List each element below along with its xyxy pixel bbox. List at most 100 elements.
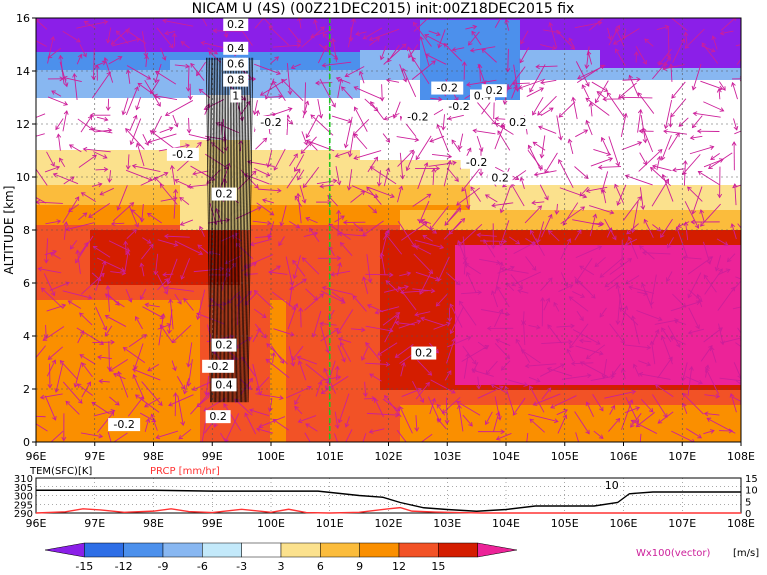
wind-vector [592,394,604,411]
contour-label: -0.2 [443,100,475,114]
wind-vector-head [614,183,619,189]
wind-vector [142,237,152,244]
surface-x-tick-label: 100E [257,517,285,530]
wind-vector [95,168,108,171]
wind-vector-head [662,66,667,71]
wind-vector [131,209,143,220]
wind-vector [712,35,718,50]
wind-vector [104,57,114,83]
wind-vector-head [611,370,617,376]
wind-vector-head [709,145,715,150]
wind-vector [674,319,686,325]
wind-vector [630,413,642,428]
wind-vector [685,32,688,45]
wind-vector-head [173,242,179,247]
wind-vector-head [320,26,325,31]
wind-vector [637,92,655,114]
wind-vector [380,45,387,60]
wind-vector-head [105,284,111,290]
wind-vector-head [409,149,415,155]
wind-vector-head [646,361,652,367]
wind-vector [613,28,640,45]
wind-vector-head [168,126,174,132]
x-tick-label: 106E [610,450,638,463]
wind-vector [36,40,47,47]
y-tick-label: 8 [23,224,30,237]
wind-vector [112,202,134,222]
wind-vector [708,152,733,169]
wind-vector-head [105,38,111,44]
wind-vector [387,44,400,63]
wind-vector-head [394,320,400,326]
contour-label: -0.2 [460,155,493,169]
wind-vector [544,152,558,174]
wind-vector-head [482,344,488,350]
wind-vector [305,217,318,224]
wind-vector [520,30,529,44]
wind-vector-head [477,63,483,69]
wind-vector [496,286,510,308]
wind-vector [190,392,210,415]
wind-vector-head [344,72,350,78]
wind-vector [168,394,194,406]
wind-vector-head [431,397,437,403]
wind-vector [637,291,648,295]
wind-vector-head [504,385,509,391]
wind-vector-head [108,367,114,372]
contour-label-text: -0.2 [113,418,134,431]
wind-vector-head [697,170,703,176]
wind-vector-head [69,244,75,250]
contour-label-text: 1 [232,90,239,103]
wind-vector-head [443,42,449,48]
wind-vector-head [448,230,454,235]
wind-vector [701,42,719,64]
wind-vector [446,336,471,348]
wind-vector [270,56,279,65]
wind-vector [508,379,528,386]
wind-vector [530,230,545,256]
y-tick-label: 12 [16,118,30,131]
wind-vector-head [500,429,506,435]
wind-vector-head [103,19,109,25]
wind-vector [65,401,80,415]
wind-vector-head [110,40,116,45]
wind-vector [384,395,402,418]
contour-label: 0.4 [223,41,249,55]
y-tick-label: 16 [16,12,30,25]
wind-vector [273,328,294,336]
wind-vector-head [330,271,335,277]
contour-label-bg [223,57,249,71]
wind-vector [568,139,574,155]
wind-vector [117,371,129,398]
wind-vector [575,432,580,442]
contour-line [246,57,252,403]
wind-vector [286,168,301,189]
wind-vector-head [50,291,56,297]
wind-vector-head [301,257,307,262]
wind-vector-head [632,363,638,369]
wind-vector-head [672,167,677,173]
wind-vector [412,288,435,292]
wind-vector-head [132,368,137,373]
wind-vector-head [596,91,602,96]
wind-vector-head [539,153,545,159]
wind-vector-head [668,356,673,362]
wind-vector-head [623,305,629,311]
wind-vector-head [602,96,607,102]
wind-vector-head [606,92,612,97]
wind-vector-head [134,222,139,228]
wind-vector [174,64,189,67]
wind-vector-head [478,147,484,153]
wind-vector [158,313,164,346]
wind-vector [99,380,110,383]
wind-vector [45,220,61,225]
contour-label: -0.2 [202,359,235,373]
wind-vector-head [320,389,326,394]
surface-left-tick: 300 [14,492,33,503]
wind-vector [62,110,68,132]
wind-vector [422,235,433,242]
wind-vector [477,234,497,237]
wind-vector-head [332,178,338,184]
wind-vector [589,214,597,237]
contour-label-text: 0.2 [509,116,527,129]
